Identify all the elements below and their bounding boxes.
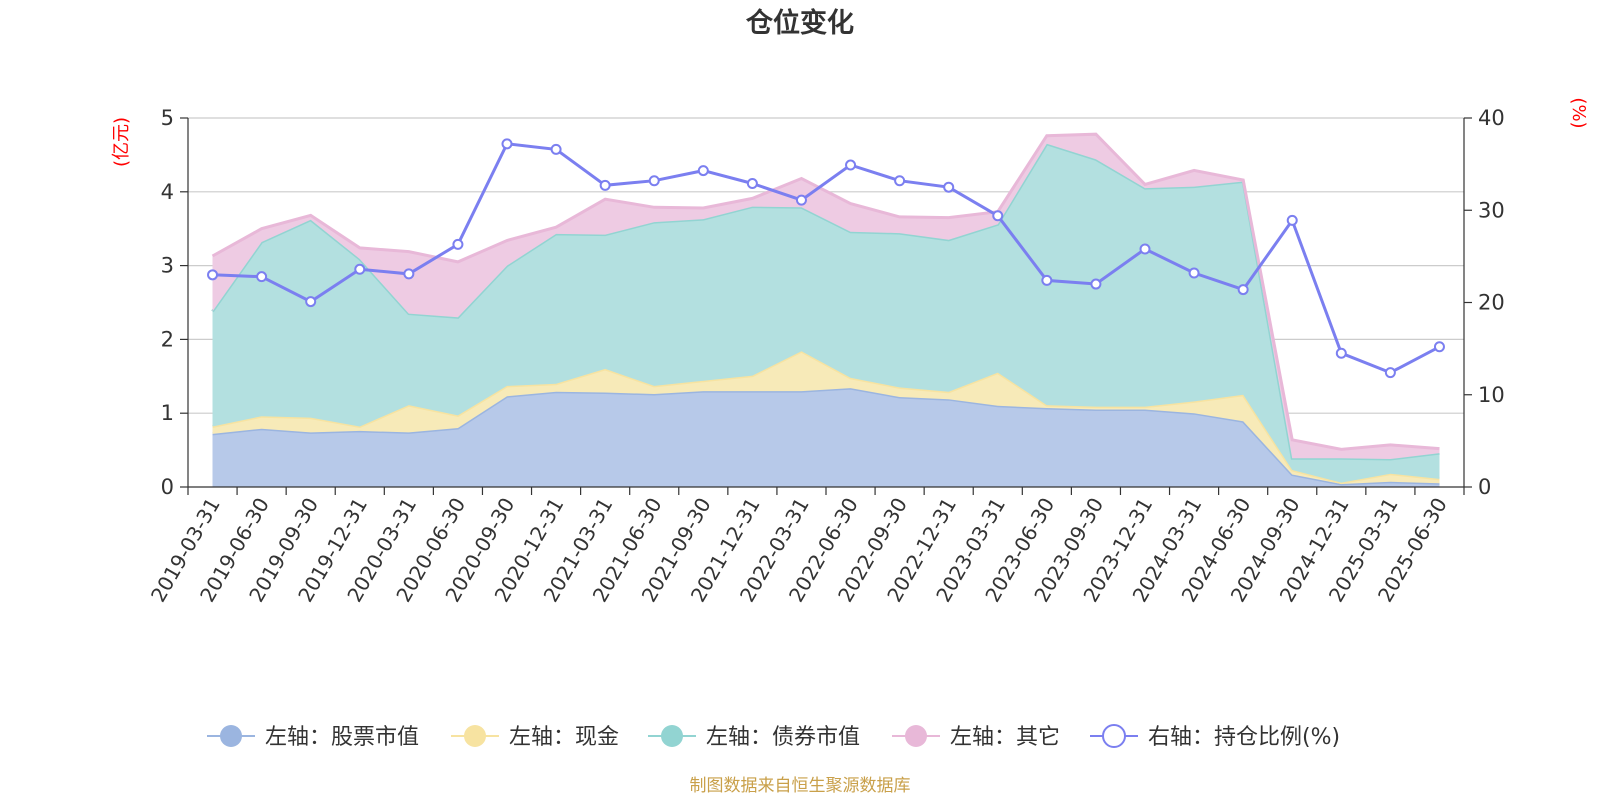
data-source-note: 制图数据来自恒生聚源数据库	[690, 776, 911, 796]
ratio-point	[943, 181, 955, 193]
ratio-point	[795, 194, 807, 206]
ratio-point	[992, 210, 1004, 222]
ratio-point	[845, 159, 857, 171]
ratio-point	[550, 143, 562, 155]
chart-title: 仓位变化	[745, 7, 854, 39]
right-axis-tick-label: 10	[1478, 383, 1505, 407]
ratio-point	[1433, 341, 1445, 353]
ratio-point	[256, 271, 268, 283]
legend-label: 右轴：持仓比例(%)	[1148, 725, 1340, 750]
legend-item: 左轴：现金	[451, 725, 619, 750]
ratio-point	[1384, 367, 1396, 379]
legend-label: 左轴：债券市值	[706, 725, 860, 750]
legend-item: 左轴：其它	[892, 725, 1060, 750]
ratio-point	[894, 175, 906, 187]
legend-label: 左轴：股票市值	[265, 725, 419, 750]
stacked-areas	[211, 132, 1440, 487]
area-other	[212, 134, 1440, 459]
legend-label: 左轴：其它	[950, 725, 1060, 750]
ratio-point	[697, 165, 709, 177]
legend-swatch-marker	[464, 725, 486, 747]
legend-swatch-marker	[220, 725, 242, 747]
ratio-point	[354, 263, 366, 275]
area-cash	[212, 351, 1440, 484]
ratio-point	[1188, 267, 1200, 279]
ratio-point	[1335, 347, 1347, 359]
legend-swatch-marker	[661, 725, 683, 747]
left-axis-tick-label: 4	[161, 180, 174, 204]
area-edge-other	[211, 132, 1440, 451]
left-axis-tick-label: 1	[161, 401, 174, 425]
ratio-point	[305, 296, 317, 308]
right-axis-tick-label: 40	[1478, 106, 1505, 130]
area-stock	[212, 388, 1440, 487]
ratio-line	[212, 142, 1441, 375]
ratio-point	[1139, 243, 1151, 255]
legend-item: 左轴：债券市值	[648, 725, 860, 750]
left-axis-tick-label: 5	[161, 106, 174, 130]
ratio-point	[1237, 284, 1249, 296]
right-axis-tick-label: 20	[1478, 291, 1505, 315]
ratio-point	[648, 175, 660, 187]
legend-item: 左轴：股票市值	[207, 725, 419, 750]
ratio-point	[207, 269, 219, 281]
legend-item: 右轴：持仓比例(%)	[1090, 724, 1340, 750]
right-axis-unit: (%)	[1568, 97, 1589, 128]
ratio-point	[599, 179, 611, 191]
ratio-point	[403, 268, 415, 280]
left-axis-tick-label: 0	[161, 475, 174, 499]
ratio-point	[501, 138, 513, 150]
right-axis-tick-label: 30	[1478, 198, 1505, 222]
legend-swatch-marker	[905, 725, 927, 747]
area-bond	[212, 143, 1440, 483]
ratio-point	[746, 177, 758, 189]
ratio-point	[1286, 214, 1298, 226]
left-axis-unit: (亿元)	[111, 117, 132, 167]
left-axis-tick-label: 3	[161, 254, 174, 278]
ratio-point	[1041, 274, 1053, 286]
right-axis-tick-label: 0	[1478, 475, 1491, 499]
legend-swatch-marker	[1102, 724, 1126, 748]
legend: 左轴：股票市值 左轴：现金 左轴：债券市值 左轴：其它 右轴：持仓比例(%)	[207, 724, 1340, 750]
ratio-point	[452, 238, 464, 250]
ratio-point	[1090, 278, 1102, 290]
legend-label: 左轴：现金	[509, 725, 619, 750]
left-axis-tick-label: 2	[161, 327, 174, 351]
ratio-line-layer	[207, 138, 1445, 379]
